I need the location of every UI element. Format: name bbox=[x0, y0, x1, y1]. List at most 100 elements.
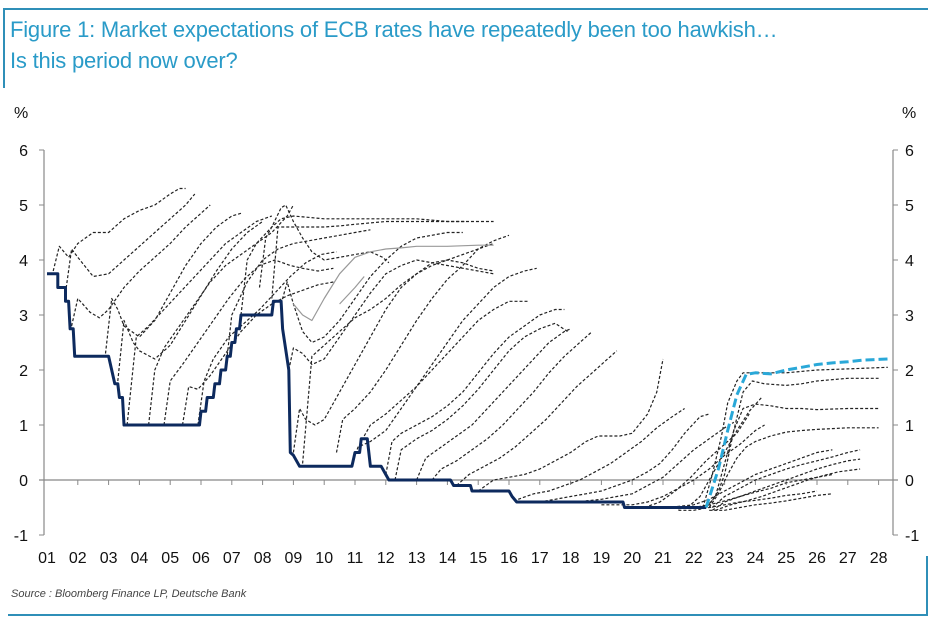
forward-curve-line bbox=[71, 204, 211, 327]
forward-curve-line bbox=[197, 251, 337, 426]
forward-curve-line bbox=[64, 193, 196, 294]
y-axis-unit-left: % bbox=[14, 105, 28, 122]
forward-curve-line bbox=[678, 490, 818, 511]
forward-curve-line bbox=[517, 407, 685, 500]
forward-curve-line bbox=[126, 215, 273, 426]
latest-expectations-line bbox=[704, 357, 888, 508]
x-tick-label: 10 bbox=[315, 550, 333, 567]
x-tick-label: 28 bbox=[870, 550, 888, 567]
x-tick-label: 13 bbox=[408, 550, 426, 567]
forward-curve-line bbox=[394, 322, 568, 481]
forward-curve-line bbox=[705, 403, 879, 508]
y-tick-label-left: 1 bbox=[19, 418, 28, 435]
x-tick-label: 25 bbox=[777, 550, 795, 567]
x-tick-label: 09 bbox=[285, 550, 303, 567]
frame-top-border bbox=[3, 8, 928, 10]
chart-title-line-1: Figure 1: Market expectations of ECB rat… bbox=[10, 17, 778, 42]
x-tick-label: 07 bbox=[223, 550, 241, 567]
x-tick-label: 27 bbox=[839, 550, 857, 567]
forward-curve-line bbox=[632, 449, 833, 509]
forward-curve-line bbox=[477, 358, 664, 492]
forward-curve-line bbox=[644, 413, 750, 509]
y-tick-label-left: -1 bbox=[14, 528, 28, 545]
forward-curve-line bbox=[240, 215, 466, 316]
x-tick-label: 05 bbox=[161, 550, 179, 567]
forward-curve-line bbox=[687, 397, 763, 508]
x-tick-label: 15 bbox=[469, 550, 487, 567]
forward-curve-line bbox=[363, 300, 528, 437]
policy-rate-line bbox=[47, 272, 707, 509]
forward-curve-line bbox=[662, 473, 833, 510]
y-tick-label-right: 0 bbox=[905, 473, 914, 490]
source-note: Source : Bloomberg Finance LP, Deutsche … bbox=[11, 588, 247, 600]
y-tick-label-left: 6 bbox=[19, 143, 28, 160]
y-tick-label-left: 3 bbox=[19, 308, 28, 325]
chart-title-line-2: Is this period now over? bbox=[10, 48, 238, 73]
forward-curve-line bbox=[715, 468, 861, 511]
x-tick-label: 01 bbox=[38, 550, 56, 567]
x-tick-label: 11 bbox=[347, 550, 364, 567]
x-tick-label: 21 bbox=[654, 550, 672, 567]
forward-curve-line bbox=[711, 458, 861, 511]
forward-curve-line bbox=[416, 328, 571, 481]
x-tick-label: 03 bbox=[100, 550, 118, 567]
forward-curve-line bbox=[709, 493, 833, 511]
x-tick-label: 14 bbox=[439, 550, 457, 567]
x-tick-label: 19 bbox=[593, 550, 611, 567]
y-tick-label-right: -1 bbox=[905, 528, 919, 545]
y-tick-label-right: 6 bbox=[905, 143, 914, 160]
x-tick-label: 02 bbox=[69, 550, 87, 567]
y-axis-unit-right: % bbox=[902, 105, 916, 122]
x-tick-label: 08 bbox=[254, 550, 272, 567]
series-group bbox=[47, 187, 888, 511]
frame-right-border bbox=[926, 556, 928, 616]
forward-curve-line bbox=[181, 281, 334, 426]
forward-curve-line bbox=[708, 427, 879, 508]
x-tick-label: 18 bbox=[562, 550, 580, 567]
forward-curve-line bbox=[280, 231, 463, 344]
x-tick-label: 26 bbox=[808, 550, 826, 567]
forward-curve-line bbox=[702, 366, 888, 508]
x-tick-label: 16 bbox=[500, 550, 518, 567]
x-tick-label: 20 bbox=[623, 550, 641, 567]
forward-curve-line bbox=[335, 234, 510, 453]
forward-curve-line bbox=[456, 350, 618, 486]
y-tick-label-right: 2 bbox=[905, 363, 914, 380]
forward-curve-line bbox=[539, 413, 710, 503]
y-tick-label-right: 3 bbox=[905, 308, 914, 325]
forward-curve-line bbox=[271, 220, 494, 299]
forward-curve-line bbox=[711, 449, 861, 508]
x-tick-label: 04 bbox=[131, 550, 149, 567]
chart-title: Figure 1: Market expectations of ECB rat… bbox=[10, 14, 778, 76]
x-tick-label: 06 bbox=[192, 550, 210, 567]
axis-labels: % % 6 65 54 43 32 21 10 0-1 -101 02 03 04 05 06 07 08 09… bbox=[14, 105, 920, 567]
forward-curve-line bbox=[148, 204, 294, 426]
x-tick-label: 23 bbox=[716, 550, 734, 567]
forward-curve-line bbox=[104, 212, 242, 354]
forward-curve-line bbox=[292, 259, 494, 453]
y-tick-label-left: 0 bbox=[19, 473, 28, 490]
forward-curve-line bbox=[258, 204, 390, 288]
forward-curve-line bbox=[52, 187, 186, 272]
frame-left-border bbox=[3, 8, 5, 88]
y-tick-label-left: 2 bbox=[19, 363, 28, 380]
forward-curve-line bbox=[302, 242, 494, 464]
forward-curve-line bbox=[163, 259, 334, 426]
forward-curve-line bbox=[696, 377, 879, 509]
y-tick-label-right: 4 bbox=[905, 253, 914, 270]
forward-curve-line bbox=[288, 259, 494, 371]
alt-path-line bbox=[339, 276, 365, 305]
forward-curve-line bbox=[117, 221, 263, 382]
y-tick-label-right: 1 bbox=[905, 418, 914, 435]
frame-bottom-border bbox=[8, 614, 928, 616]
x-tick-label: 22 bbox=[685, 550, 703, 567]
forward-curve-line bbox=[431, 331, 593, 481]
forward-curve-line bbox=[601, 424, 765, 506]
forward-curve-line bbox=[570, 421, 735, 503]
y-tick-label-right: 5 bbox=[905, 198, 914, 215]
x-tick-label: 17 bbox=[531, 550, 549, 567]
alt-path-line bbox=[292, 244, 494, 322]
forward-curve-line bbox=[351, 267, 537, 464]
x-tick-label: 24 bbox=[747, 550, 765, 567]
